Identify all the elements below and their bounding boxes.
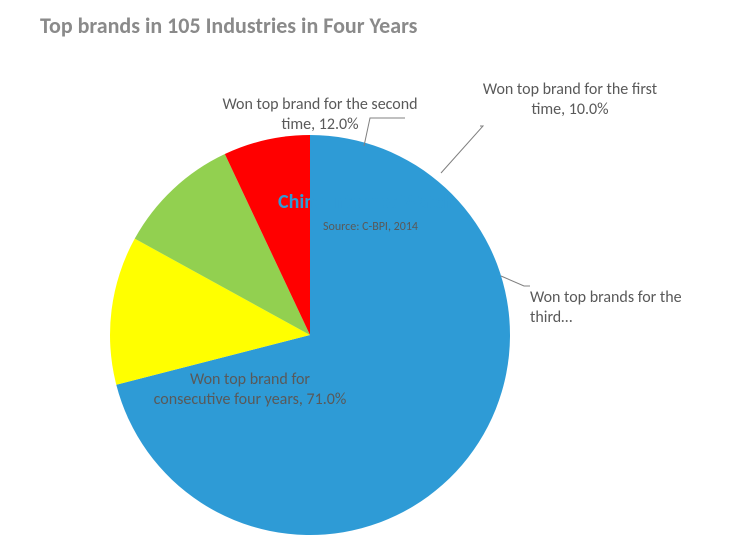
slice-label: Won top brands for the third… bbox=[530, 288, 710, 328]
slice-label: Won top brand for the first time, 10.0% bbox=[480, 80, 660, 120]
watermark-text: China Internet Watch bbox=[278, 190, 454, 214]
leader-line bbox=[441, 126, 483, 173]
slice-label: Won top brand for consecutive four years… bbox=[150, 370, 350, 410]
leader-line bbox=[501, 276, 530, 286]
source-text: Source: C-BPI, 2014 bbox=[323, 220, 418, 234]
slice-label: Won top brand for the second time, 12.0% bbox=[220, 95, 420, 135]
